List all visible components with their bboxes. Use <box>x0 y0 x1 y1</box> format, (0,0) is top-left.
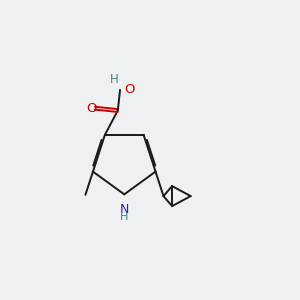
Text: O: O <box>86 102 96 115</box>
Text: H: H <box>120 212 128 222</box>
Text: H: H <box>110 73 118 85</box>
Text: N: N <box>120 203 129 216</box>
Text: O: O <box>124 82 134 95</box>
